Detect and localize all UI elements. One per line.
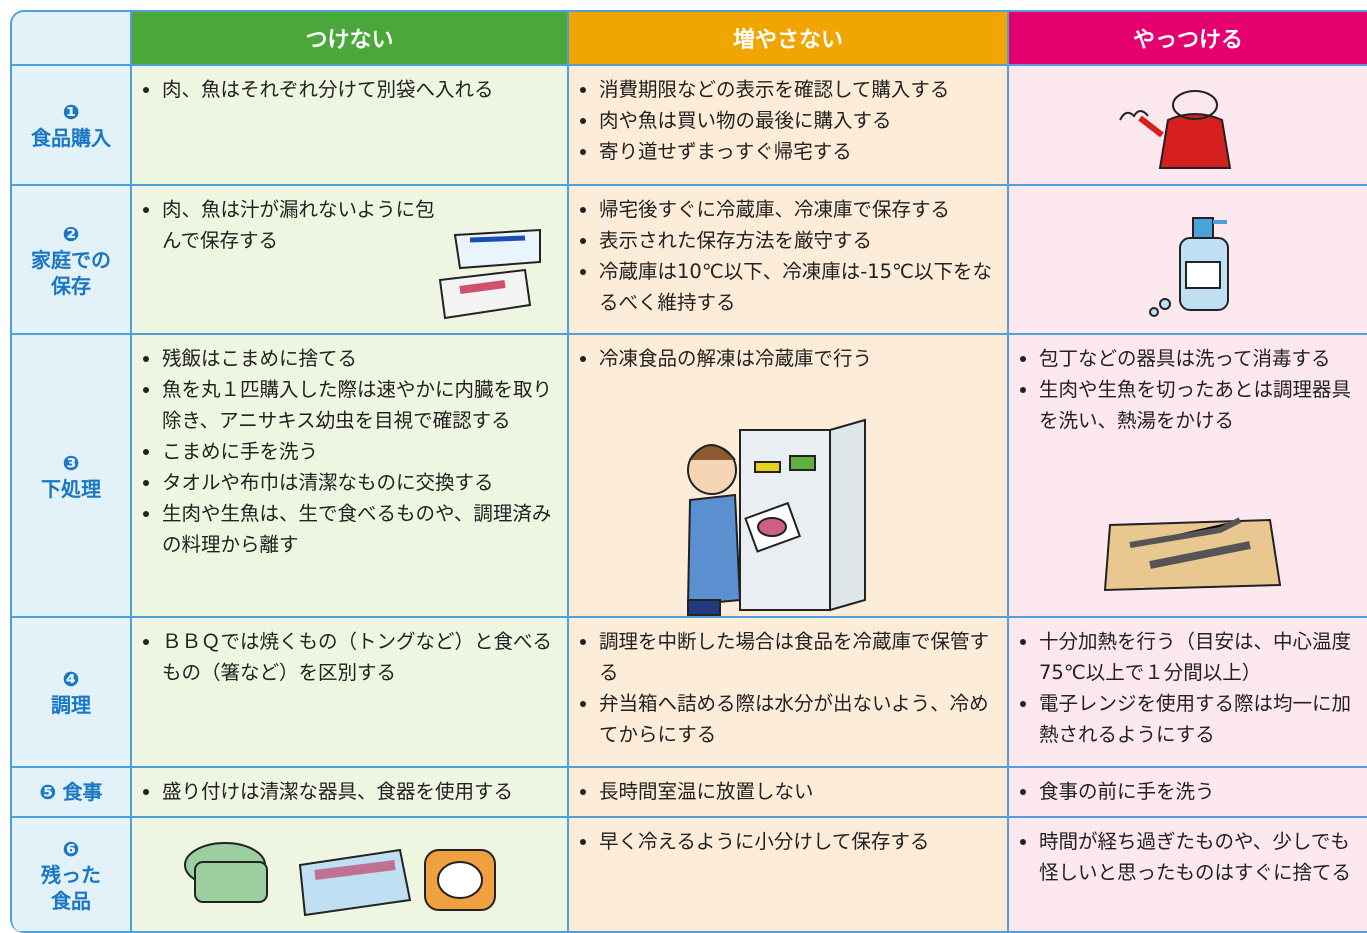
column-header: つけない — [132, 12, 569, 66]
table-cell — [1009, 186, 1367, 335]
item-list: 残飯はこまめに捨てる魚を丸１匹購入した際は速やかに内臓を取り除き、アニサキス幼虫… — [132, 335, 567, 560]
table-cell: 長時間室温に放置しない — [569, 768, 1009, 818]
table-cell — [132, 818, 569, 933]
item: 時間が経ち過ぎたものや、少しでも怪しいと思ったものはすぐに捨てる — [1039, 826, 1359, 888]
item-list: 食事の前に手を洗う — [1009, 768, 1367, 807]
item-list — [1009, 186, 1367, 194]
table-cell: 肉、魚はそれぞれ分けて別袋へ入れる — [132, 66, 569, 186]
column-header: やっつける — [1009, 12, 1367, 66]
item: 包丁などの器具は洗って消毒する — [1039, 343, 1359, 374]
item: 肉や魚は買い物の最後に購入する — [599, 105, 999, 136]
row-title: 保存 — [51, 273, 91, 298]
table-cell: 肉、魚は汁が漏れないように包んで保存する — [132, 186, 569, 335]
table-cell: 帰宅後すぐに冷蔵庫、冷凍庫で保存する表示された保存方法を厳守する冷蔵庫は10℃以… — [569, 186, 1009, 335]
item: 残飯はこまめに捨てる — [162, 343, 559, 374]
row-title: 下処理 — [41, 476, 101, 501]
item-list: 時間が経ち過ぎたものや、少しでも怪しいと思ったものはすぐに捨てる — [1009, 818, 1367, 888]
item-list: 包丁などの器具は洗って消毒する生肉や生魚を切ったあとは調理器具を洗い、熱湯をかけ… — [1009, 335, 1367, 436]
item-list: 調理を中断した場合は食品を冷蔵庫で保管する弁当箱へ詰める際は水分が出ないよう、冷… — [569, 618, 1007, 750]
row-number: ❹ — [62, 667, 80, 691]
item: 魚を丸１匹購入した際は速やかに内臓を取り除き、アニサキス幼虫を目視で確認する — [162, 374, 559, 436]
item: 冷凍食品の解凍は冷蔵庫で行う — [599, 343, 999, 374]
row-number: ❷ — [62, 221, 80, 246]
row-label: ❺ 食事 — [12, 768, 132, 818]
row-number: ❺ — [39, 780, 57, 804]
item-list: 早く冷えるように小分けして保存する — [569, 818, 1007, 857]
row-label: ❻ 残った 食品 — [12, 818, 132, 933]
item: 肉、魚はそれぞれ分けて別袋へ入れる — [162, 74, 559, 105]
item: こまめに手を洗う — [162, 436, 559, 467]
item-list: 冷凍食品の解凍は冷蔵庫で行う — [569, 335, 1007, 374]
column-header: 増やさない — [569, 12, 1009, 66]
item: 表示された保存方法を厳守する — [599, 225, 999, 256]
row-label: ❷ 家庭での 保存 — [12, 186, 132, 335]
table-cell: 十分加熱を行う（目安は、中心温度75℃以上で１分間以上）電子レンジを使用する際は… — [1009, 618, 1367, 768]
row-number: ❸ — [62, 450, 80, 475]
item: 弁当箱へ詰める際は水分が出ないよう、冷めてからにする — [599, 688, 999, 750]
item: 早く冷えるように小分けして保存する — [599, 826, 999, 857]
table-cell: 調理を中断した場合は食品を冷蔵庫で保管する弁当箱へ詰める際は水分が出ないよう、冷… — [569, 618, 1009, 768]
row-label: ❶ 食品購入 — [12, 66, 132, 186]
row-number: ❶ — [62, 100, 80, 124]
item: 十分加熱を行う（目安は、中心温度75℃以上で１分間以上） — [1039, 626, 1359, 688]
row-title: 残った — [41, 862, 101, 887]
row-title: 食事 — [62, 780, 103, 804]
item-list: 肉、魚は汁が漏れないように包んで保存する — [132, 186, 567, 256]
row-title: 調理 — [51, 693, 91, 717]
table-cell: 残飯はこまめに捨てる魚を丸１匹購入した際は速やかに内臓を取り除き、アニサキス幼虫… — [132, 335, 569, 618]
item-list: 盛り付けは清潔な器具、食器を使用する — [132, 768, 567, 807]
item: 電子レンジを使用する際は均一に加熱されるようにする — [1039, 688, 1359, 750]
item: タオルや布巾は清潔なものに交換する — [162, 467, 559, 498]
row-number: ❻ — [62, 836, 80, 861]
item-list — [1009, 66, 1367, 74]
row-title: 食品購入 — [31, 126, 111, 150]
table-cell: 早く冷えるように小分けして保存する — [569, 818, 1009, 933]
item: 帰宅後すぐに冷蔵庫、冷凍庫で保存する — [599, 194, 999, 225]
item: 生肉や生魚は、生で食べるものや、調理済みの料理から離す — [162, 498, 559, 560]
row-label: ❸ 下処理 — [12, 335, 132, 618]
item: 寄り道せずまっすぐ帰宅する — [599, 136, 999, 167]
food-safety-table: つけない増やさないやっつける❶食品購入肉、魚はそれぞれ分けて別袋へ入れる消費期限… — [10, 10, 1367, 933]
item: 冷蔵庫は10℃以下、冷凍庫は-15℃以下をなるべく維持する — [599, 256, 999, 318]
corner-cell — [12, 12, 132, 66]
item: 調理を中断した場合は食品を冷蔵庫で保管する — [599, 626, 999, 688]
table-cell: 冷凍食品の解凍は冷蔵庫で行う — [569, 335, 1009, 618]
table-cell: 盛り付けは清潔な器具、食器を使用する — [132, 768, 569, 818]
item: 盛り付けは清潔な器具、食器を使用する — [162, 776, 559, 807]
item: 肉、魚は汁が漏れないように包んで保存する — [162, 194, 447, 256]
table-cell: 包丁などの器具は洗って消毒する生肉や生魚を切ったあとは調理器具を洗い、熱湯をかけ… — [1009, 335, 1367, 618]
item-list: 長時間室温に放置しない — [569, 768, 1007, 807]
table-cell: 食事の前に手を洗う — [1009, 768, 1367, 818]
item: 食事の前に手を洗う — [1039, 776, 1359, 807]
item-list: ＢＢＱでは焼くもの（トングなど）と食べるもの（箸など）を区別する — [132, 618, 567, 688]
item-list: 肉、魚はそれぞれ分けて別袋へ入れる — [132, 66, 567, 105]
table-cell: 時間が経ち過ぎたものや、少しでも怪しいと思ったものはすぐに捨てる — [1009, 818, 1367, 933]
item-list: 消費期限などの表示を確認して購入する肉や魚は買い物の最後に購入する寄り道せずまっ… — [569, 66, 1007, 167]
row-title: 食品 — [51, 888, 91, 913]
item: 長時間室温に放置しない — [599, 776, 999, 807]
table-cell — [1009, 66, 1367, 186]
table-cell: ＢＢＱでは焼くもの（トングなど）と食べるもの（箸など）を区別する — [132, 618, 569, 768]
item: ＢＢＱでは焼くもの（トングなど）と食べるもの（箸など）を区別する — [162, 626, 559, 688]
item: 生肉や生魚を切ったあとは調理器具を洗い、熱湯をかける — [1039, 374, 1359, 436]
item: 消費期限などの表示を確認して購入する — [599, 74, 999, 105]
row-title: 家庭での — [31, 247, 111, 272]
item-list: 帰宅後すぐに冷蔵庫、冷凍庫で保存する表示された保存方法を厳守する冷蔵庫は10℃以… — [569, 186, 1007, 318]
table-cell: 消費期限などの表示を確認して購入する肉や魚は買い物の最後に購入する寄り道せずまっ… — [569, 66, 1009, 186]
row-label: ❹ 調理 — [12, 618, 132, 768]
item-list — [132, 818, 567, 826]
item-list: 十分加熱を行う（目安は、中心温度75℃以上で１分間以上）電子レンジを使用する際は… — [1009, 618, 1367, 750]
